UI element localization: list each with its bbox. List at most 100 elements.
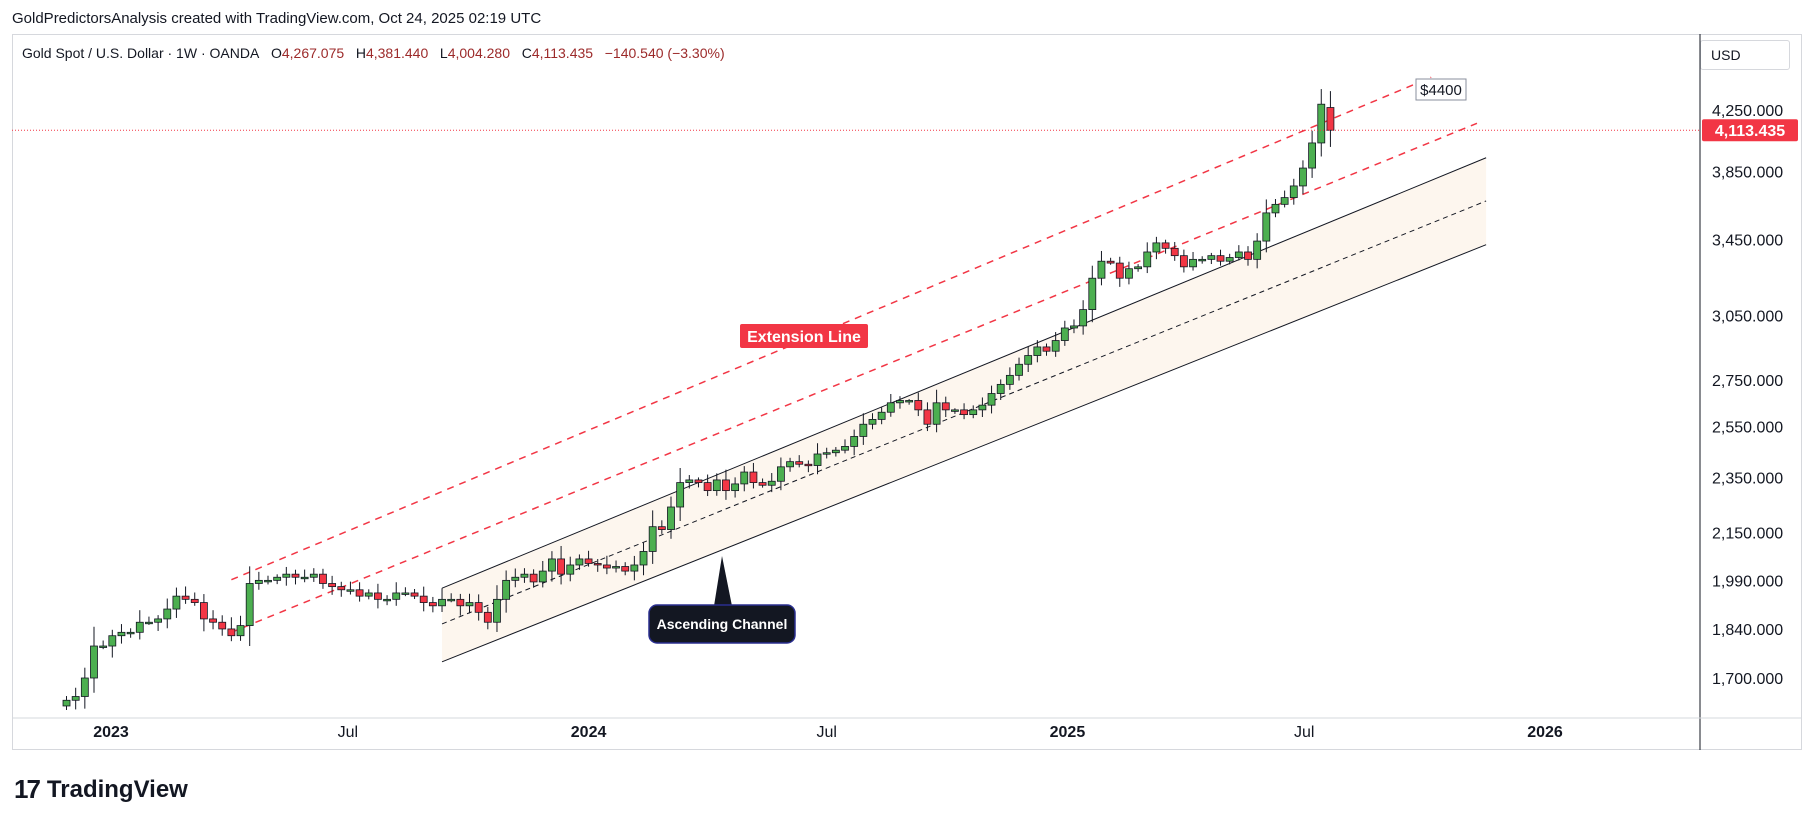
- candle: [1015, 357, 1023, 381]
- candle-body: [868, 419, 877, 425]
- candle-body: [740, 471, 749, 485]
- candle-body: [502, 579, 511, 600]
- candle-body: [896, 400, 904, 404]
- candle: [1033, 340, 1042, 363]
- candle-body: [987, 393, 996, 406]
- candle: [1179, 249, 1188, 273]
- candle-body: [1106, 260, 1115, 264]
- candle-body: [355, 589, 364, 597]
- open-value: 4,267.075: [281, 45, 345, 61]
- extension-line-lower: [231, 122, 1478, 634]
- candle-body: [941, 402, 950, 411]
- candle: [1207, 252, 1216, 265]
- candle: [1051, 332, 1060, 357]
- extension-line-badge: [740, 324, 868, 348]
- candle-body: [520, 573, 529, 578]
- candle-body: [282, 573, 291, 578]
- candle: [1289, 178, 1298, 205]
- candle-body: [712, 479, 721, 492]
- candle: [1097, 250, 1106, 286]
- candle-body: [859, 423, 868, 437]
- y-tick-label: 1,700.000: [1712, 671, 1783, 688]
- candle: [538, 560, 547, 588]
- candle-body: [319, 573, 327, 584]
- channel-lower-line: [441, 244, 1487, 663]
- candle-body: [886, 402, 895, 413]
- candle: [1070, 319, 1078, 334]
- candle: [886, 393, 895, 417]
- candle-body: [1143, 251, 1152, 268]
- y-tick-label: 4,250.000: [1712, 103, 1783, 120]
- candle-body: [145, 621, 153, 625]
- candle: [978, 397, 987, 418]
- candle: [1271, 199, 1280, 218]
- candle-body: [309, 573, 318, 578]
- candle: [1042, 343, 1051, 356]
- candle-body: [996, 383, 1005, 394]
- candle: [914, 392, 923, 417]
- candle-body: [786, 461, 794, 468]
- candle-body: [438, 598, 446, 607]
- candle-body: [538, 570, 547, 583]
- candle-body: [1289, 185, 1298, 198]
- candle: [62, 696, 71, 710]
- candle: [135, 610, 144, 640]
- candle: [1125, 261, 1133, 285]
- candle: [1317, 89, 1326, 157]
- candle-body: [557, 558, 565, 575]
- candle: [969, 405, 978, 419]
- x-tick-label: Jul: [1294, 724, 1314, 741]
- candle-body: [383, 598, 391, 602]
- candle: [1253, 233, 1262, 269]
- candle: [190, 592, 199, 606]
- candle: [337, 581, 346, 597]
- candle-body: [1060, 327, 1069, 341]
- candle-body: [1253, 240, 1262, 260]
- y-tick-label: 1,990.000: [1712, 573, 1783, 590]
- candle: [447, 593, 456, 603]
- candle-body: [767, 480, 776, 486]
- candle-body: [1244, 251, 1252, 260]
- candle: [419, 586, 428, 612]
- candle-body: [1134, 266, 1142, 270]
- candle-body: [474, 602, 483, 613]
- candle-body: [1170, 247, 1179, 257]
- currency-selector[interactable]: USD: [1700, 40, 1790, 70]
- candle: [300, 569, 309, 583]
- candle: [529, 569, 538, 588]
- candle: [383, 595, 391, 606]
- candle-body: [291, 573, 300, 578]
- candle-body: [328, 583, 337, 588]
- ascending-channel-label: Ascending Channel: [657, 616, 788, 632]
- candle-body: [1179, 255, 1188, 268]
- y-tick-label: 3,850.000: [1712, 164, 1783, 181]
- candle: [593, 559, 602, 572]
- ascending-channel-badge: [648, 604, 796, 644]
- candle-body: [337, 586, 346, 591]
- channel-median-line: [441, 200, 1487, 625]
- candle-body: [236, 625, 245, 637]
- candle: [1326, 91, 1335, 147]
- candle-body: [483, 611, 492, 623]
- candle: [264, 575, 272, 585]
- candle-body: [1198, 258, 1207, 262]
- candle-body: [1005, 374, 1014, 385]
- symbol-legend[interactable]: Gold Spot / U.S. Dollar · 1W · OANDA O4,…: [22, 45, 725, 61]
- candle: [273, 574, 282, 585]
- callout-pointer: [714, 556, 732, 606]
- candle-body: [1207, 255, 1216, 260]
- candle-body: [575, 558, 584, 566]
- candle-body: [264, 579, 272, 583]
- candle: [822, 447, 831, 459]
- close-label: C: [521, 45, 532, 61]
- candle: [795, 455, 804, 468]
- candle-body: [273, 576, 282, 581]
- candle-body: [969, 409, 978, 416]
- tradingview-logo[interactable]: 17 TradingView: [14, 774, 188, 805]
- candle: [465, 593, 474, 614]
- candle: [355, 582, 364, 602]
- candle: [145, 616, 153, 625]
- candle: [456, 593, 465, 616]
- candle-body: [1015, 363, 1023, 376]
